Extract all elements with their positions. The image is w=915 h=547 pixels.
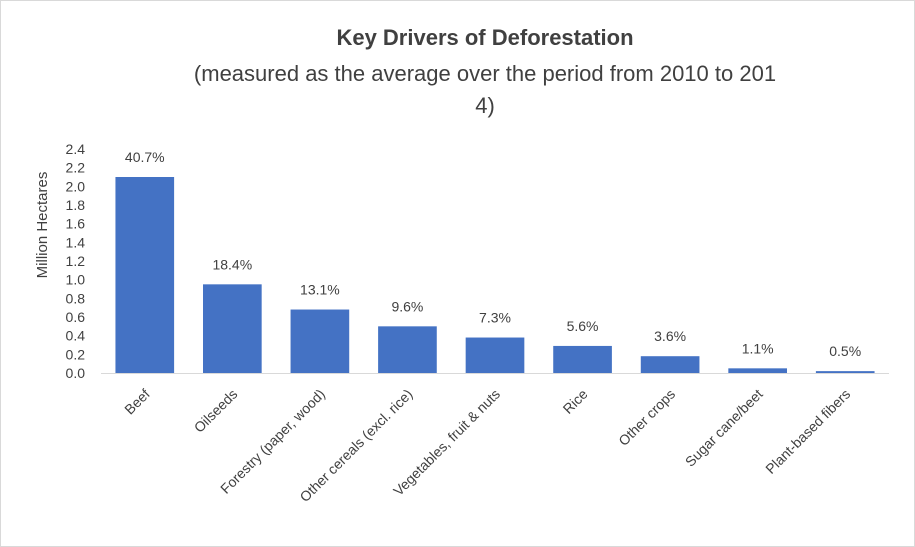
category-label: Beef — [121, 386, 153, 418]
data-labels: 40.7% 18.4% 13.1% 9.6% 7.3% 5.6% 3.6% 1.1% 0.5% — [125, 149, 861, 359]
data-label: 40.7% — [125, 149, 165, 165]
data-label: 18.4% — [212, 256, 252, 272]
category-label: Plant-based fibers — [762, 386, 853, 477]
bar — [640, 356, 700, 373]
bar — [290, 309, 350, 373]
y-tick-label: 2.4 — [66, 141, 86, 157]
y-tick-label: 1.6 — [66, 216, 86, 232]
category-label: Rice — [560, 386, 591, 417]
y-tick-label: 1.8 — [66, 197, 86, 213]
bar — [378, 326, 437, 373]
data-label: 13.1% — [300, 282, 340, 298]
bar — [203, 284, 262, 373]
data-label: 5.6% — [567, 318, 599, 334]
bar — [815, 371, 875, 373]
y-tick-label: 0.2 — [66, 346, 86, 362]
y-tick-label: 0.6 — [66, 309, 86, 325]
category-label: Sugar cane/beet — [682, 386, 766, 470]
bar-series — [115, 177, 875, 373]
data-label: 9.6% — [391, 298, 423, 314]
y-tick-label: 2.2 — [66, 160, 86, 176]
y-tick-label: 2.0 — [66, 178, 86, 194]
y-tick-label: 0.4 — [66, 328, 86, 344]
data-label: 0.5% — [829, 343, 861, 359]
y-tick-label: 0.0 — [66, 365, 86, 381]
category-label: Oilseeds — [191, 386, 241, 436]
data-label: 7.3% — [479, 310, 511, 326]
bar — [728, 368, 787, 373]
y-tick-label: 1.2 — [66, 253, 86, 269]
data-label: 3.6% — [654, 328, 686, 344]
y-axis-ticks: 0.0 0.2 0.4 0.6 0.8 1.0 1.2 1.4 1.6 1.8 2.0 2.2 2.4 — [66, 141, 86, 381]
category-label: Other crops — [615, 386, 678, 449]
bar — [465, 337, 525, 373]
chart-title: Key Drivers of Deforestation — [336, 25, 633, 50]
y-tick-label: 1.0 — [66, 272, 86, 288]
chart-subtitle-line-1: (measured as the average over the period… — [194, 61, 776, 86]
chart-subtitle-line-2: 4) — [475, 93, 495, 118]
y-tick-label: 1.4 — [66, 234, 86, 250]
data-label: 1.1% — [742, 340, 774, 356]
y-tick-label: 0.8 — [66, 290, 86, 306]
y-axis-title: Million Hectares — [34, 172, 51, 279]
bar — [553, 345, 612, 373]
bar — [115, 177, 175, 373]
